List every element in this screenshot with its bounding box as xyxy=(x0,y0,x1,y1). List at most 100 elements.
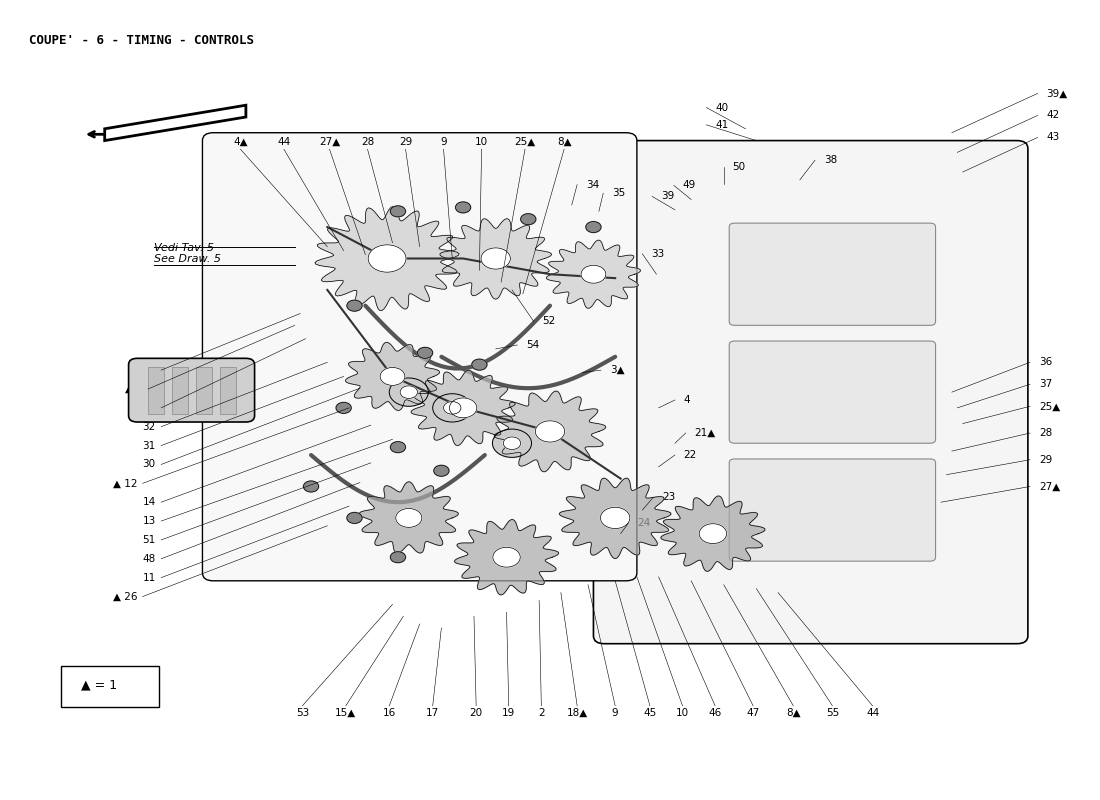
Polygon shape xyxy=(494,391,606,472)
Text: 35: 35 xyxy=(612,188,625,198)
Text: 42: 42 xyxy=(1046,110,1059,121)
Circle shape xyxy=(433,466,449,476)
Circle shape xyxy=(400,386,418,398)
Text: 6: 6 xyxy=(150,365,156,375)
Polygon shape xyxy=(104,106,246,141)
Text: 33: 33 xyxy=(651,249,664,258)
Text: 16: 16 xyxy=(383,708,396,718)
Circle shape xyxy=(432,394,472,422)
FancyBboxPatch shape xyxy=(593,141,1027,644)
Polygon shape xyxy=(345,342,440,410)
Text: 50: 50 xyxy=(733,162,746,172)
Text: 13: 13 xyxy=(143,516,156,526)
FancyBboxPatch shape xyxy=(729,223,936,326)
Polygon shape xyxy=(440,218,551,299)
Text: ▲ 12: ▲ 12 xyxy=(113,478,138,488)
Circle shape xyxy=(346,300,362,311)
Circle shape xyxy=(304,481,319,492)
Bar xyxy=(172,367,188,414)
Circle shape xyxy=(455,202,471,213)
Circle shape xyxy=(601,507,630,529)
FancyBboxPatch shape xyxy=(129,358,254,422)
Text: ▲ = 1: ▲ = 1 xyxy=(80,679,117,692)
Circle shape xyxy=(504,437,520,450)
Text: 9: 9 xyxy=(440,137,447,147)
FancyBboxPatch shape xyxy=(729,341,936,443)
Circle shape xyxy=(581,266,606,283)
Text: 32: 32 xyxy=(143,422,156,432)
Bar xyxy=(196,367,212,414)
Text: 15▲: 15▲ xyxy=(336,708,356,718)
Text: 53: 53 xyxy=(296,708,309,718)
Polygon shape xyxy=(411,370,515,446)
Circle shape xyxy=(396,509,421,527)
Text: 24: 24 xyxy=(637,518,650,529)
Text: 2: 2 xyxy=(538,708,544,718)
Text: 18▲: 18▲ xyxy=(566,708,587,718)
FancyBboxPatch shape xyxy=(62,666,160,706)
Circle shape xyxy=(368,245,406,272)
Text: 8▲: 8▲ xyxy=(786,708,801,718)
Text: 37: 37 xyxy=(1038,379,1052,390)
Circle shape xyxy=(390,442,406,453)
Text: 8▲: 8▲ xyxy=(557,137,571,147)
Circle shape xyxy=(493,429,531,458)
Text: 44: 44 xyxy=(277,137,290,147)
Text: 10: 10 xyxy=(475,137,488,147)
Text: 27▲: 27▲ xyxy=(1038,482,1060,491)
Text: 39: 39 xyxy=(661,191,674,202)
Text: 52: 52 xyxy=(542,316,556,326)
Circle shape xyxy=(472,359,487,370)
FancyBboxPatch shape xyxy=(729,459,936,561)
Text: 44: 44 xyxy=(866,708,879,718)
Circle shape xyxy=(536,421,564,442)
Circle shape xyxy=(443,402,461,414)
Text: 54: 54 xyxy=(526,340,539,350)
Text: 22: 22 xyxy=(683,450,696,460)
Text: 11: 11 xyxy=(143,573,156,582)
Circle shape xyxy=(390,206,406,217)
Circle shape xyxy=(418,347,432,358)
Bar xyxy=(148,367,164,414)
Text: COUPE' - 6 - TIMING - CONTROLS: COUPE' - 6 - TIMING - CONTROLS xyxy=(29,34,254,47)
Text: Vedi Tav. 5
See Draw. 5: Vedi Tav. 5 See Draw. 5 xyxy=(154,242,221,264)
Text: 4: 4 xyxy=(683,395,690,405)
Text: 38: 38 xyxy=(824,155,837,166)
Text: 7: 7 xyxy=(150,403,156,413)
Text: 36: 36 xyxy=(1038,358,1052,367)
Polygon shape xyxy=(454,519,559,595)
Circle shape xyxy=(481,248,510,269)
Text: 19: 19 xyxy=(502,708,516,718)
Text: 41: 41 xyxy=(715,120,728,130)
Polygon shape xyxy=(559,478,671,558)
Text: 28: 28 xyxy=(1038,428,1052,438)
Circle shape xyxy=(389,378,428,406)
Text: 23: 23 xyxy=(662,493,675,502)
Text: 34: 34 xyxy=(586,180,600,190)
Polygon shape xyxy=(547,240,640,308)
Text: 40: 40 xyxy=(715,102,728,113)
Text: 29: 29 xyxy=(1038,454,1052,465)
Text: 17: 17 xyxy=(426,708,439,718)
Polygon shape xyxy=(360,482,459,553)
Text: 43: 43 xyxy=(1046,133,1059,142)
Text: 14: 14 xyxy=(143,497,156,507)
Polygon shape xyxy=(661,496,764,571)
Text: 49: 49 xyxy=(682,180,696,190)
Bar xyxy=(220,367,236,414)
Text: 45: 45 xyxy=(644,708,657,718)
Text: 46: 46 xyxy=(708,708,722,718)
Circle shape xyxy=(520,214,536,225)
Text: 29: 29 xyxy=(399,137,412,147)
Text: 25▲: 25▲ xyxy=(1038,402,1060,411)
Circle shape xyxy=(346,513,362,523)
Text: 30: 30 xyxy=(143,459,156,470)
Text: 31: 31 xyxy=(143,441,156,450)
Circle shape xyxy=(390,552,406,562)
Text: eurospares: eurospares xyxy=(202,468,484,511)
Text: 20: 20 xyxy=(470,708,483,718)
FancyBboxPatch shape xyxy=(202,133,637,581)
Text: 27▲: 27▲ xyxy=(319,137,340,147)
Text: 21▲: 21▲ xyxy=(694,428,716,438)
Text: 10: 10 xyxy=(675,708,689,718)
